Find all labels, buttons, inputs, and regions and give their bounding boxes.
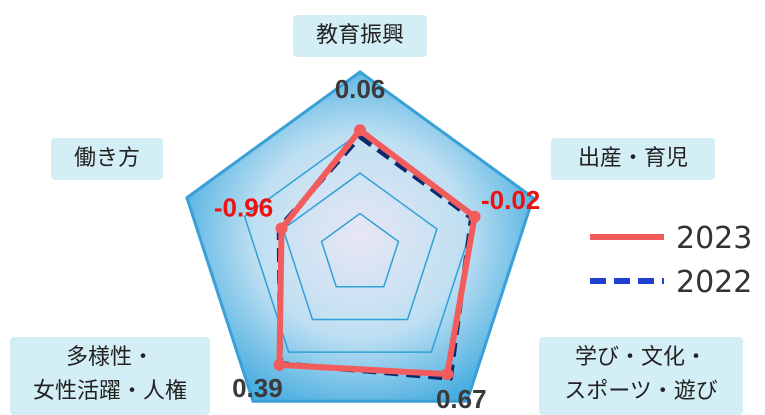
axis-label-diversity: 多様性・ 女性活躍・人権 xyxy=(10,337,210,415)
axis-label-diversity-line2: 女性活躍・人権 xyxy=(32,379,187,404)
series-point-2023-4 xyxy=(275,222,288,235)
series-point-2023-0 xyxy=(354,124,366,137)
axis-label-workstyle: 働き方 xyxy=(51,138,163,180)
series-point-2023-1 xyxy=(468,210,481,223)
radar-grid-ring-0 xyxy=(320,212,400,288)
radar-grid xyxy=(185,70,535,403)
value-label-2: 0.67 xyxy=(436,384,487,412)
axis-label-childbirth: 出産・育児 xyxy=(551,138,715,180)
series-point-2023-3 xyxy=(273,358,286,371)
value-labels: 0.06 -0.02 0.67 0.39 -0.96 xyxy=(214,74,540,412)
axis-label-education-text: 教育振興 xyxy=(315,23,404,48)
legend-label-2023: 2023 xyxy=(676,221,752,256)
series-point-2023-2 xyxy=(441,368,454,381)
value-label-4: -0.96 xyxy=(214,193,273,223)
radar-outer-ring xyxy=(185,70,535,403)
axis-label-learning: 学び・文化・ スポーツ・遊び xyxy=(539,337,743,415)
radar-series xyxy=(273,124,481,381)
axis-label-diversity-line1: 多様性・ xyxy=(65,345,154,370)
value-label-0: 0.06 xyxy=(335,74,386,104)
value-label-3: 0.39 xyxy=(232,373,283,403)
axis-label-learning-line1: 学び・文化・ xyxy=(574,345,707,370)
axis-label-learning-line2: スポーツ・遊び xyxy=(564,379,718,404)
legend-label-2022: 2022 xyxy=(676,265,752,300)
legend: 2023 2022 xyxy=(590,221,752,300)
series-line-2023 xyxy=(276,127,478,378)
value-label-1: -0.02 xyxy=(481,185,540,215)
radar-grid-ring-1 xyxy=(282,172,438,321)
axis-label-childbirth-text: 出産・育児 xyxy=(577,146,688,171)
axis-label-workstyle-text: 働き方 xyxy=(73,146,140,171)
axis-label-education: 教育振興 xyxy=(293,15,427,57)
